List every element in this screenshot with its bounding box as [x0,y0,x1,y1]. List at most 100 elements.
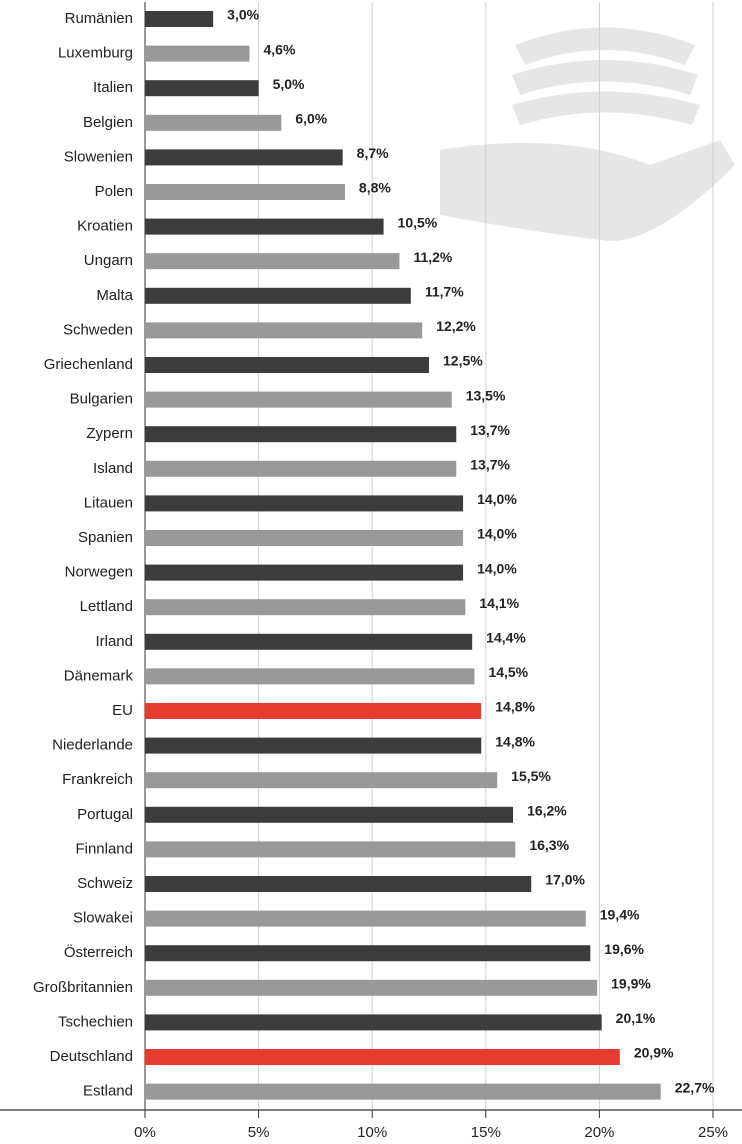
value-label: 14,1% [479,595,519,611]
bar [145,1084,661,1100]
bar [145,357,429,373]
value-label: 14,0% [477,560,517,576]
value-label: 4,6% [264,41,296,57]
bar [145,807,513,823]
bar [145,495,463,511]
bar [145,392,452,408]
x-tick-label: 0% [134,1124,156,1141]
y-tick-label: Island [93,460,133,477]
y-tick-label: Finnland [75,840,133,857]
bar [145,46,250,62]
bar [145,876,531,892]
bar [145,184,345,200]
value-label: 22,7% [675,1079,715,1095]
x-tick-label: 5% [248,1124,270,1141]
value-label: 13,5% [466,387,506,403]
y-tick-label: Norwegen [65,564,133,581]
x-tick-label: 15% [471,1124,501,1141]
bar [145,253,399,269]
y-tick-label: Slowenien [64,148,133,165]
y-tick-label: Kroatien [77,218,133,235]
y-tick-label: EU [112,702,133,719]
value-label: 16,2% [527,803,567,819]
y-tick-label: Niederlande [52,737,133,754]
y-tick-label: Litauen [84,494,133,511]
bar [145,1014,602,1030]
bar [145,634,472,650]
bar [145,530,463,546]
bar [145,80,259,96]
value-label: 14,0% [477,526,517,542]
y-tick-label: Estland [83,1083,133,1100]
bar [145,841,515,857]
value-label: 14,8% [495,699,535,715]
value-label: 10,5% [398,214,438,230]
value-label: 13,7% [470,457,510,473]
value-label: 15,5% [511,768,551,784]
y-tick-label: Luxemburg [58,45,133,62]
y-tick-label: Spanien [78,529,133,546]
value-label: 12,5% [443,353,483,369]
y-tick-label: Tschechien [58,1013,133,1030]
bar [145,1049,620,1065]
value-label: 8,8% [359,180,391,196]
y-tick-label: Ungarn [84,252,133,269]
x-tick-label: 20% [584,1124,614,1141]
value-label: 19,9% [611,976,651,992]
value-label: 16,3% [529,837,569,853]
y-tick-label: Zypern [86,425,133,442]
bar [145,11,213,27]
background-icon [440,28,735,242]
y-tick-label: Italien [93,79,133,96]
y-tick-label: Schweiz [77,875,133,892]
bar [145,149,343,165]
bar [145,703,481,719]
y-tick-label: Dänemark [64,667,134,684]
value-label: 11,7% [425,284,464,300]
bar [145,668,474,684]
y-tick-label: Rumänien [65,10,133,27]
chart: 0% 5% 10% 15% 20% 25% Rumänien 3,0% Luxemburg 4,6… [0,0,742,1144]
value-label: 17,0% [545,872,585,888]
y-tick-label: Griechenland [44,356,133,373]
bar [145,288,411,304]
x-tick-label: 25% [698,1124,728,1141]
bar [145,426,456,442]
value-label: 3,0% [227,7,259,23]
bar [145,599,465,615]
y-tick-label: Lettland [80,598,133,615]
bar [145,219,384,235]
value-label: 19,4% [600,906,640,922]
value-label: 8,7% [357,145,389,161]
value-label: 14,5% [488,664,528,680]
bar [145,772,497,788]
y-tick-label: Deutschland [50,1048,133,1065]
x-tick-label: 10% [357,1124,387,1141]
y-tick-label: Portugal [77,806,133,823]
value-label: 11,2% [413,249,452,265]
bar [145,322,422,338]
value-label: 14,4% [486,630,526,646]
bar [145,738,481,754]
bar [145,115,281,131]
y-tick-label: Belgien [83,114,133,131]
y-tick-label: Schweden [63,321,133,338]
y-tick-label: Polen [95,183,133,200]
value-label: 5,0% [273,76,305,92]
value-label: 20,9% [634,1045,674,1061]
value-label: 6,0% [295,111,327,127]
value-label: 19,6% [604,941,644,957]
value-label: 13,7% [470,422,510,438]
value-label: 12,2% [436,318,476,334]
bar [145,565,463,581]
y-tick-label: Frankreich [62,771,133,788]
bar [145,461,456,477]
bar [145,980,597,996]
y-tick-label: Großbritannien [33,979,133,996]
value-label: 14,0% [477,491,517,507]
y-tick-label: Bulgarien [70,391,133,408]
y-tick-label: Österreich [64,943,133,961]
bar [145,911,586,927]
y-tick-label: Malta [96,287,133,304]
bar [145,945,590,961]
